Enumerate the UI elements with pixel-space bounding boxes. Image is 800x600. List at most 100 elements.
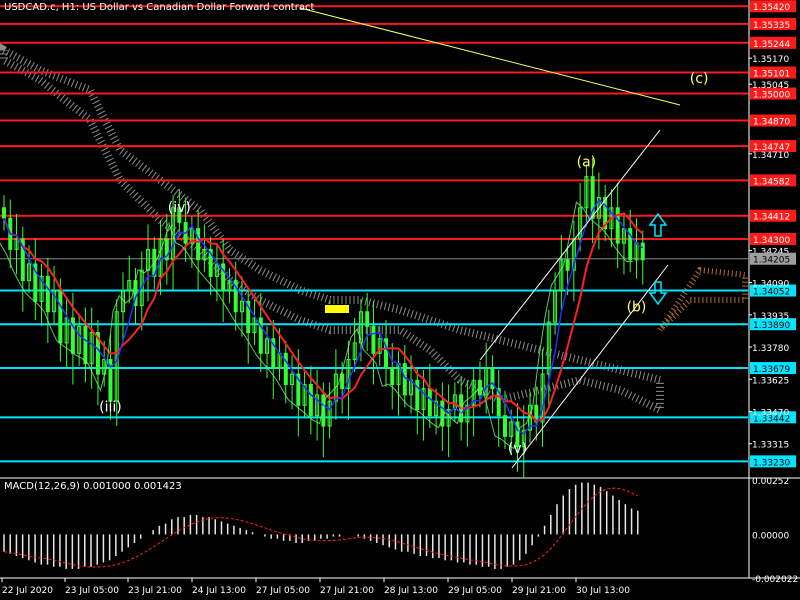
y-tick-label: 1.34245 bbox=[752, 247, 789, 257]
resistance-label: 1.35420 bbox=[753, 3, 790, 13]
y-tick-label: 1.34090 bbox=[752, 280, 789, 290]
candle-body bbox=[77, 325, 82, 354]
candle-body bbox=[315, 394, 320, 417]
candle-body bbox=[127, 280, 132, 292]
candle-body bbox=[452, 394, 457, 410]
ma-blue-line bbox=[3, 198, 644, 435]
resistance-label: 1.35244 bbox=[753, 40, 790, 50]
candle-body bbox=[302, 383, 307, 406]
candle-body bbox=[2, 207, 6, 219]
x-tick-label: 24 Jul 13:00 bbox=[192, 586, 246, 596]
candle-body bbox=[596, 196, 601, 219]
candle-body bbox=[321, 394, 326, 427]
resistance-tag bbox=[750, 17, 796, 30]
support-tag bbox=[750, 411, 796, 424]
candle-body bbox=[189, 228, 194, 244]
up-arrow-icon bbox=[648, 212, 668, 237]
candle-body bbox=[258, 317, 263, 354]
candle-body bbox=[271, 338, 276, 369]
candle-body bbox=[108, 359, 113, 402]
candle-body bbox=[546, 321, 551, 375]
candle-body bbox=[214, 263, 219, 277]
candle-body bbox=[227, 280, 232, 292]
candle-body bbox=[296, 373, 301, 406]
x-tick-label: 22 Jul 2020 bbox=[2, 586, 53, 596]
ma-red-line bbox=[3, 212, 644, 422]
chikou-line bbox=[0, 201, 633, 450]
y-tick-label: 1.35170 bbox=[752, 55, 789, 65]
ichimoku-cloud bbox=[0, 43, 664, 417]
candle-body bbox=[83, 325, 88, 365]
candle-body bbox=[327, 400, 332, 427]
candle-body bbox=[484, 367, 489, 396]
support-label: 1.33230 bbox=[753, 458, 790, 468]
resistance-label: 1.34412 bbox=[753, 213, 790, 223]
support-label: 1.33442 bbox=[753, 414, 790, 424]
candle-body bbox=[490, 367, 495, 390]
candle-body bbox=[58, 290, 63, 344]
macd-y-tick-label: 0.00000 bbox=[752, 531, 789, 541]
x-tick-label: 27 Jul 21:00 bbox=[320, 586, 374, 596]
candle-body bbox=[571, 238, 576, 271]
channel-upper bbox=[479, 129, 661, 361]
candle-body bbox=[221, 263, 226, 292]
candle-body bbox=[290, 373, 295, 385]
candle-body bbox=[640, 242, 645, 261]
macd-y-tick-label: 0.00252 bbox=[752, 477, 789, 487]
candle-body bbox=[196, 228, 201, 261]
candle-body bbox=[365, 311, 370, 327]
candle-body bbox=[565, 259, 570, 271]
resistance-tag bbox=[750, 209, 796, 222]
resistance-label: 1.34870 bbox=[753, 118, 790, 128]
resistance-tag bbox=[750, 87, 796, 100]
resistance-label: 1.35335 bbox=[753, 21, 790, 31]
resistance-label: 1.35101 bbox=[753, 70, 790, 80]
support-label: 1.33890 bbox=[753, 321, 790, 331]
x-tick-label: 27 Jul 05:00 bbox=[256, 586, 310, 596]
macd-y-tick-label: -0.002022 bbox=[752, 575, 798, 585]
candle-body bbox=[27, 263, 32, 282]
candle-body bbox=[502, 415, 507, 437]
resistance-tag bbox=[750, 233, 796, 245]
candle-body bbox=[252, 317, 257, 334]
resistance-tag bbox=[750, 174, 796, 187]
y-tick-label: 1.33625 bbox=[752, 376, 789, 386]
future-cloud bbox=[657, 266, 748, 333]
candle-body bbox=[628, 228, 633, 261]
candle-body bbox=[465, 404, 470, 423]
x-tick-label: 29 Jul 05:00 bbox=[448, 586, 502, 596]
x-tick-label: 29 Jul 21:00 bbox=[512, 586, 566, 596]
resistance-tag bbox=[750, 140, 796, 153]
candle-body bbox=[434, 400, 439, 417]
x-tick-label: 23 Jul 21:00 bbox=[128, 586, 182, 596]
candle-body bbox=[496, 388, 501, 417]
y-tick-label: 1.33935 bbox=[752, 312, 789, 322]
candle-body bbox=[515, 421, 520, 448]
current-price-label: 1.34205 bbox=[753, 256, 790, 266]
chart-title: USDCAD.c, H1: US Dollar vs Canadian Doll… bbox=[4, 2, 315, 13]
candle-body bbox=[39, 275, 44, 302]
support-tag bbox=[750, 318, 796, 331]
y-tick-label: 1.34710 bbox=[752, 151, 789, 161]
resistance-tag bbox=[750, 66, 796, 79]
wave-label: (a) bbox=[577, 154, 597, 170]
candle-body bbox=[578, 207, 583, 240]
candle-body bbox=[615, 207, 620, 244]
wave-label: (b) bbox=[627, 300, 647, 316]
x-tick-label: 23 Jul 05:00 bbox=[65, 586, 119, 596]
candle-body bbox=[202, 248, 207, 261]
support-label: 1.34052 bbox=[753, 288, 790, 298]
support-label: 1.33679 bbox=[753, 365, 790, 375]
y-tick-label: 1.33315 bbox=[752, 441, 789, 451]
candle-body bbox=[333, 373, 338, 402]
candle-body bbox=[64, 317, 69, 344]
candle-body bbox=[89, 332, 94, 365]
macd-title: MACD(12,26,9) 0.001000 0.001423 bbox=[4, 481, 182, 492]
candle-body bbox=[239, 300, 244, 313]
x-tick-label: 30 Jul 13:00 bbox=[576, 586, 630, 596]
price-marker bbox=[325, 305, 349, 313]
candle-body bbox=[346, 359, 351, 390]
support-tag bbox=[750, 455, 796, 468]
wave-label: (iii) bbox=[99, 399, 122, 415]
wave-label: (v) bbox=[508, 441, 527, 457]
